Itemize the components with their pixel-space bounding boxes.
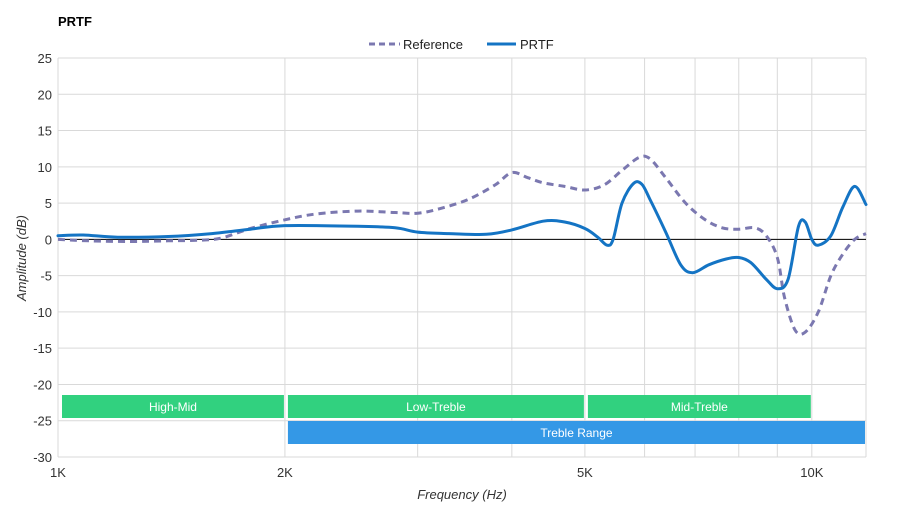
- y-tick-label: -10: [33, 305, 52, 320]
- y-tick-label: 15: [38, 124, 52, 139]
- legend-label-reference: Reference: [403, 37, 463, 52]
- x-tick-labels: 1K 2K 5K 10K: [50, 465, 824, 480]
- y-tick-label: 0: [45, 232, 52, 247]
- band-low-treble: [287, 395, 584, 418]
- chart-title: PRTF: [58, 14, 92, 29]
- series-line-reference: [57, 154, 867, 336]
- y-tick-label: -5: [40, 269, 52, 284]
- y-tick-labels: 25 20 15 10 5 0 -5 -10 -15 -20 -25 -30: [33, 51, 52, 465]
- grid: [57, 57, 867, 458]
- x-axis-label: Frequency (Hz): [417, 487, 507, 502]
- legend-label-prtf: PRTF: [520, 37, 554, 52]
- y-tick-label: 5: [45, 196, 52, 211]
- y-tick-label: -15: [33, 341, 52, 356]
- x-tick-label: 5K: [577, 465, 593, 480]
- y-tick-label: 20: [38, 87, 52, 102]
- x-tick-label: 10K: [800, 465, 823, 480]
- legend: Reference PRTF: [369, 37, 554, 52]
- band-label: Low-Treble: [406, 400, 466, 414]
- x-tick-label: 2K: [277, 465, 293, 480]
- x-tick-label: 1K: [50, 465, 66, 480]
- series-line-prtf: [56, 180, 868, 291]
- band-high-mid: [62, 395, 284, 418]
- band-mid-treble: [587, 395, 811, 418]
- frequency-bands: High-Mid Low-Treble Mid-Treble Treble Range: [62, 395, 865, 444]
- band-treble-range: [287, 421, 865, 444]
- y-tick-label: -20: [33, 377, 52, 392]
- series-lines: [56, 154, 868, 336]
- band-label: High-Mid: [149, 400, 197, 414]
- y-tick-label: -25: [33, 414, 52, 429]
- y-tick-label: 10: [38, 160, 52, 175]
- y-axis-label: Amplitude (dB): [14, 215, 29, 302]
- y-tick-label: -30: [33, 450, 52, 465]
- band-label: Mid-Treble: [671, 400, 728, 414]
- y-tick-label: 25: [38, 51, 52, 66]
- band-label: Treble Range: [540, 426, 613, 440]
